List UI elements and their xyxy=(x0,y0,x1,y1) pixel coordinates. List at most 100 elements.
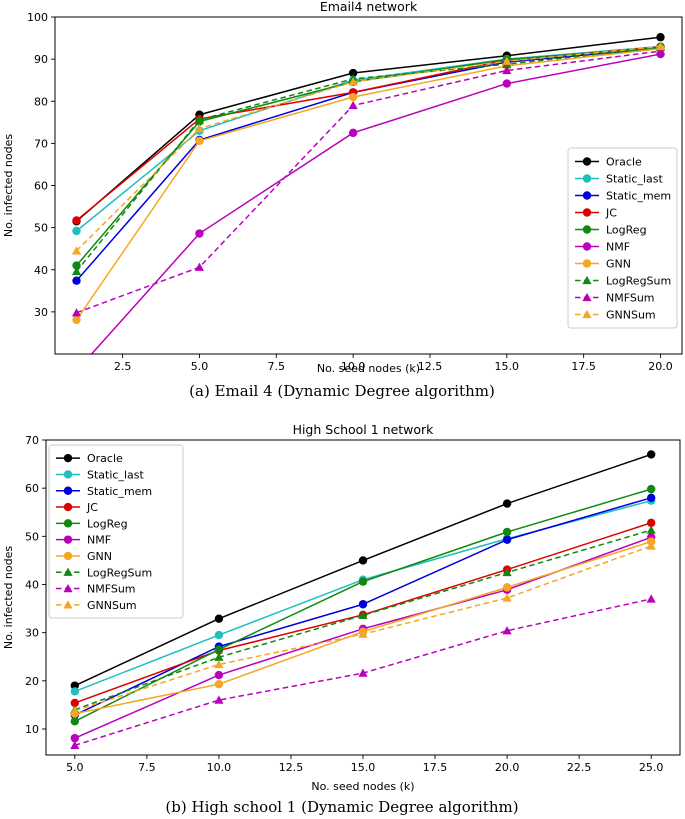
data-point-nmfsum xyxy=(348,100,358,110)
data-point-oracle xyxy=(656,33,665,42)
data-point-gnnsum xyxy=(70,706,80,715)
legend-label: GNNSum xyxy=(606,309,656,322)
legend-label: NMF xyxy=(87,534,111,547)
data-point-logregsum xyxy=(214,652,224,661)
data-point-nmf xyxy=(214,670,224,680)
data-point-logreg xyxy=(70,717,80,726)
data-point-nmfsum xyxy=(194,262,205,271)
legend-marker xyxy=(582,242,592,251)
y-axis-label: No. infected nodes xyxy=(2,134,15,237)
legend-label: LogRegSum xyxy=(606,275,671,288)
data-point-static_mem xyxy=(502,535,512,544)
x-tick-label: 22.5 xyxy=(567,761,592,774)
data-point-gnn xyxy=(195,136,204,146)
legend-marker xyxy=(63,486,73,495)
legend-marker xyxy=(63,583,73,593)
data-point-logregsum xyxy=(358,610,368,620)
data-point-static_mem xyxy=(72,276,81,285)
data-point-oracle xyxy=(358,556,368,565)
y-tick-label: 70 xyxy=(25,434,39,447)
data-point-nmfsum xyxy=(502,626,512,635)
legend: Oracle Static_last Static_mem JC LogReg NMF GN… xyxy=(567,147,678,329)
data-point-gnnsum xyxy=(348,77,358,86)
legend-label: GNNSum xyxy=(87,599,137,612)
data-point-oracle xyxy=(70,681,80,690)
data-point-jc xyxy=(70,698,80,708)
data-point-logreg xyxy=(214,645,224,654)
legend-label: GNN xyxy=(606,258,631,271)
legend-marker xyxy=(582,275,592,285)
y-tick-label: 80 xyxy=(34,95,48,108)
x-tick-label: 20.0 xyxy=(648,360,673,373)
data-point-logregsum xyxy=(71,266,82,276)
data-point-gnnsum xyxy=(502,593,512,602)
data-point-gnnsum xyxy=(646,541,656,550)
y-tick-label: 30 xyxy=(25,627,39,640)
data-point-jc xyxy=(646,518,656,528)
x-tick-label: 5.0 xyxy=(191,360,209,373)
data-point-nmfsum xyxy=(646,594,656,603)
legend-label: Static_last xyxy=(87,468,144,481)
chart-1: Email4 network 2.5 5.0 7.5 10.0 12.5 15.0 17.5 2… xyxy=(2,0,683,400)
x-tick-label: 12.5 xyxy=(418,360,443,373)
x-tick-label: 10.0 xyxy=(341,360,366,373)
data-point-gnnsum xyxy=(71,246,82,255)
data-point-oracle xyxy=(348,68,358,78)
y-tick-label: 20 xyxy=(25,675,39,688)
data-point-logreg xyxy=(358,577,368,586)
data-point-static_last xyxy=(72,226,81,236)
legend-label: NMFSum xyxy=(87,583,136,596)
legend-label: GNN xyxy=(87,550,112,563)
legend-marker xyxy=(582,174,592,183)
data-point-nmfsum xyxy=(71,308,82,317)
data-point-logreg xyxy=(646,484,656,494)
y-tick-label: 10 xyxy=(25,723,39,736)
y-tick-label: 50 xyxy=(25,530,39,543)
data-point-gnnsum xyxy=(655,41,666,51)
legend-label: JC xyxy=(605,207,617,220)
x-tick-label: 20.0 xyxy=(495,761,520,774)
data-point-gnn xyxy=(348,92,358,102)
legend-marker xyxy=(582,191,592,200)
axes-frame xyxy=(45,439,681,756)
axes-frame xyxy=(54,16,683,355)
legend-marker xyxy=(582,259,592,268)
legend-marker xyxy=(582,208,592,217)
y-tick-label: 60 xyxy=(34,180,48,193)
legend-label: NMFSum xyxy=(606,292,655,305)
legend-marker xyxy=(63,600,73,609)
chart-title: Email4 network xyxy=(320,0,418,14)
data-point-nmf xyxy=(70,733,80,743)
x-tick-label: 17.5 xyxy=(571,360,596,373)
y-tick-label: 40 xyxy=(25,578,39,591)
x-tick-label: 12.5 xyxy=(279,761,304,774)
plot-area xyxy=(71,33,666,375)
x-tick-label: 7.5 xyxy=(268,360,286,373)
chart-2: High School 1 network 5.0 7.5 10.0 12.5 15.0 1… xyxy=(2,422,681,816)
legend-label: Static_mem xyxy=(606,190,671,203)
x-tick-label: 5.0 xyxy=(66,761,84,774)
plot-area xyxy=(70,450,656,750)
legend-marker xyxy=(63,502,73,512)
data-point-nmf xyxy=(72,367,80,375)
legend-marker xyxy=(582,309,592,319)
data-point-nmf xyxy=(348,128,358,138)
x-tick-label: 15.0 xyxy=(351,761,376,774)
y-tick-label: 30 xyxy=(34,306,48,319)
data-point-nmfsum xyxy=(214,695,224,704)
data-point-jc xyxy=(72,216,81,225)
data-point-nmf xyxy=(195,229,204,238)
legend-box xyxy=(567,147,678,329)
data-point-logregsum xyxy=(646,525,656,534)
legend: Oracle Static_last Static_mem JC LogReg NMF GN… xyxy=(48,444,184,619)
y-tick-label: 90 xyxy=(34,53,48,66)
data-point-static_last xyxy=(214,630,224,640)
x-tick-label: 15.0 xyxy=(495,360,520,373)
data-point-static_mem xyxy=(358,600,368,609)
legend-box xyxy=(48,444,184,619)
data-point-gnnsum xyxy=(194,124,205,133)
legend-label: Static_last xyxy=(606,173,663,186)
x-tick-label: 7.5 xyxy=(138,761,156,774)
chart-title: High School 1 network xyxy=(293,422,435,437)
